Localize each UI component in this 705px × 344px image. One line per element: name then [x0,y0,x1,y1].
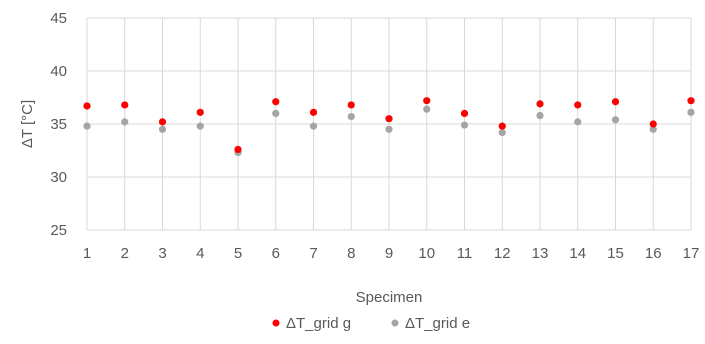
x-tick-label: 10 [418,245,435,262]
y-axis-title: ΔT [°C] [19,100,36,148]
point-series-0-x13 [536,100,543,107]
x-tick-label: 8 [347,245,355,262]
x-tick-label: 2 [121,245,129,262]
legend-marker-grid-g [273,320,280,327]
point-series-1-x9 [385,126,392,133]
y-tick-label: 30 [50,169,67,186]
legend-marker-grid-e [392,320,399,327]
y-tick-label: 40 [50,63,67,80]
y-tick-labels: 25 30 35 40 45 [50,10,67,239]
point-series-0-x14 [574,101,581,108]
point-series-0-x5 [234,146,241,153]
x-tick-label: 12 [494,245,511,262]
point-series-1-x3 [159,126,166,133]
x-tick-label: 4 [196,245,204,262]
point-series-1-x17 [687,109,694,116]
point-series-0-x9 [385,115,392,122]
point-series-1-x4 [197,123,204,130]
x-tick-label: 9 [385,245,393,262]
x-tick-label: 13 [532,245,549,262]
point-series-0-x6 [272,98,279,105]
point-series-0-x8 [348,101,355,108]
point-series-0-x17 [687,97,694,104]
point-series-0-x2 [121,101,128,108]
point-series-0-x10 [423,97,430,104]
x-tick-label: 3 [158,245,166,262]
point-series-1-x7 [310,123,317,130]
x-tick-label: 17 [683,245,700,262]
point-series-1-x14 [574,118,581,125]
y-tick-label: 25 [50,222,67,239]
point-series-0-x15 [612,98,619,105]
point-series-0-x1 [83,102,90,109]
point-series-0-x16 [650,120,657,127]
point-series-1-x8 [348,113,355,120]
x-tick-label: 11 [457,245,473,262]
x-tick-label: 1 [83,245,91,262]
x-tick-label: 7 [309,245,317,262]
point-series-1-x13 [536,112,543,119]
point-series-1-x2 [121,118,128,125]
point-series-1-x15 [612,116,619,123]
point-series-0-x12 [499,123,506,130]
point-series-1-x1 [83,123,90,130]
point-series-1-x11 [461,121,468,128]
point-series-0-x11 [461,110,468,117]
y-tick-label: 35 [50,116,67,133]
x-tick-label: 16 [645,245,662,262]
point-series-0-x4 [197,109,204,116]
x-tick-label: 14 [569,245,586,262]
legend-label-grid-e: ΔT_grid e [405,315,470,332]
point-series-1-x12 [499,129,506,136]
legend: ΔT_grid g ΔT_grid e [273,315,471,332]
x-tick-labels: 1 2 3 4 5 6 7 8 9 10 11 12 13 14 15 16 17 [83,245,700,262]
point-series-0-x7 [310,109,317,116]
x-tick-label: 6 [272,245,280,262]
gridlines [87,18,691,230]
x-axis-title: Specimen [356,289,423,306]
y-tick-label: 45 [50,10,67,27]
x-tick-label: 5 [234,245,242,262]
point-series-0-x3 [159,118,166,125]
point-series-1-x6 [272,110,279,117]
legend-label-grid-g: ΔT_grid g [286,315,351,332]
x-tick-label: 15 [607,245,624,262]
point-series-1-x10 [423,106,430,113]
